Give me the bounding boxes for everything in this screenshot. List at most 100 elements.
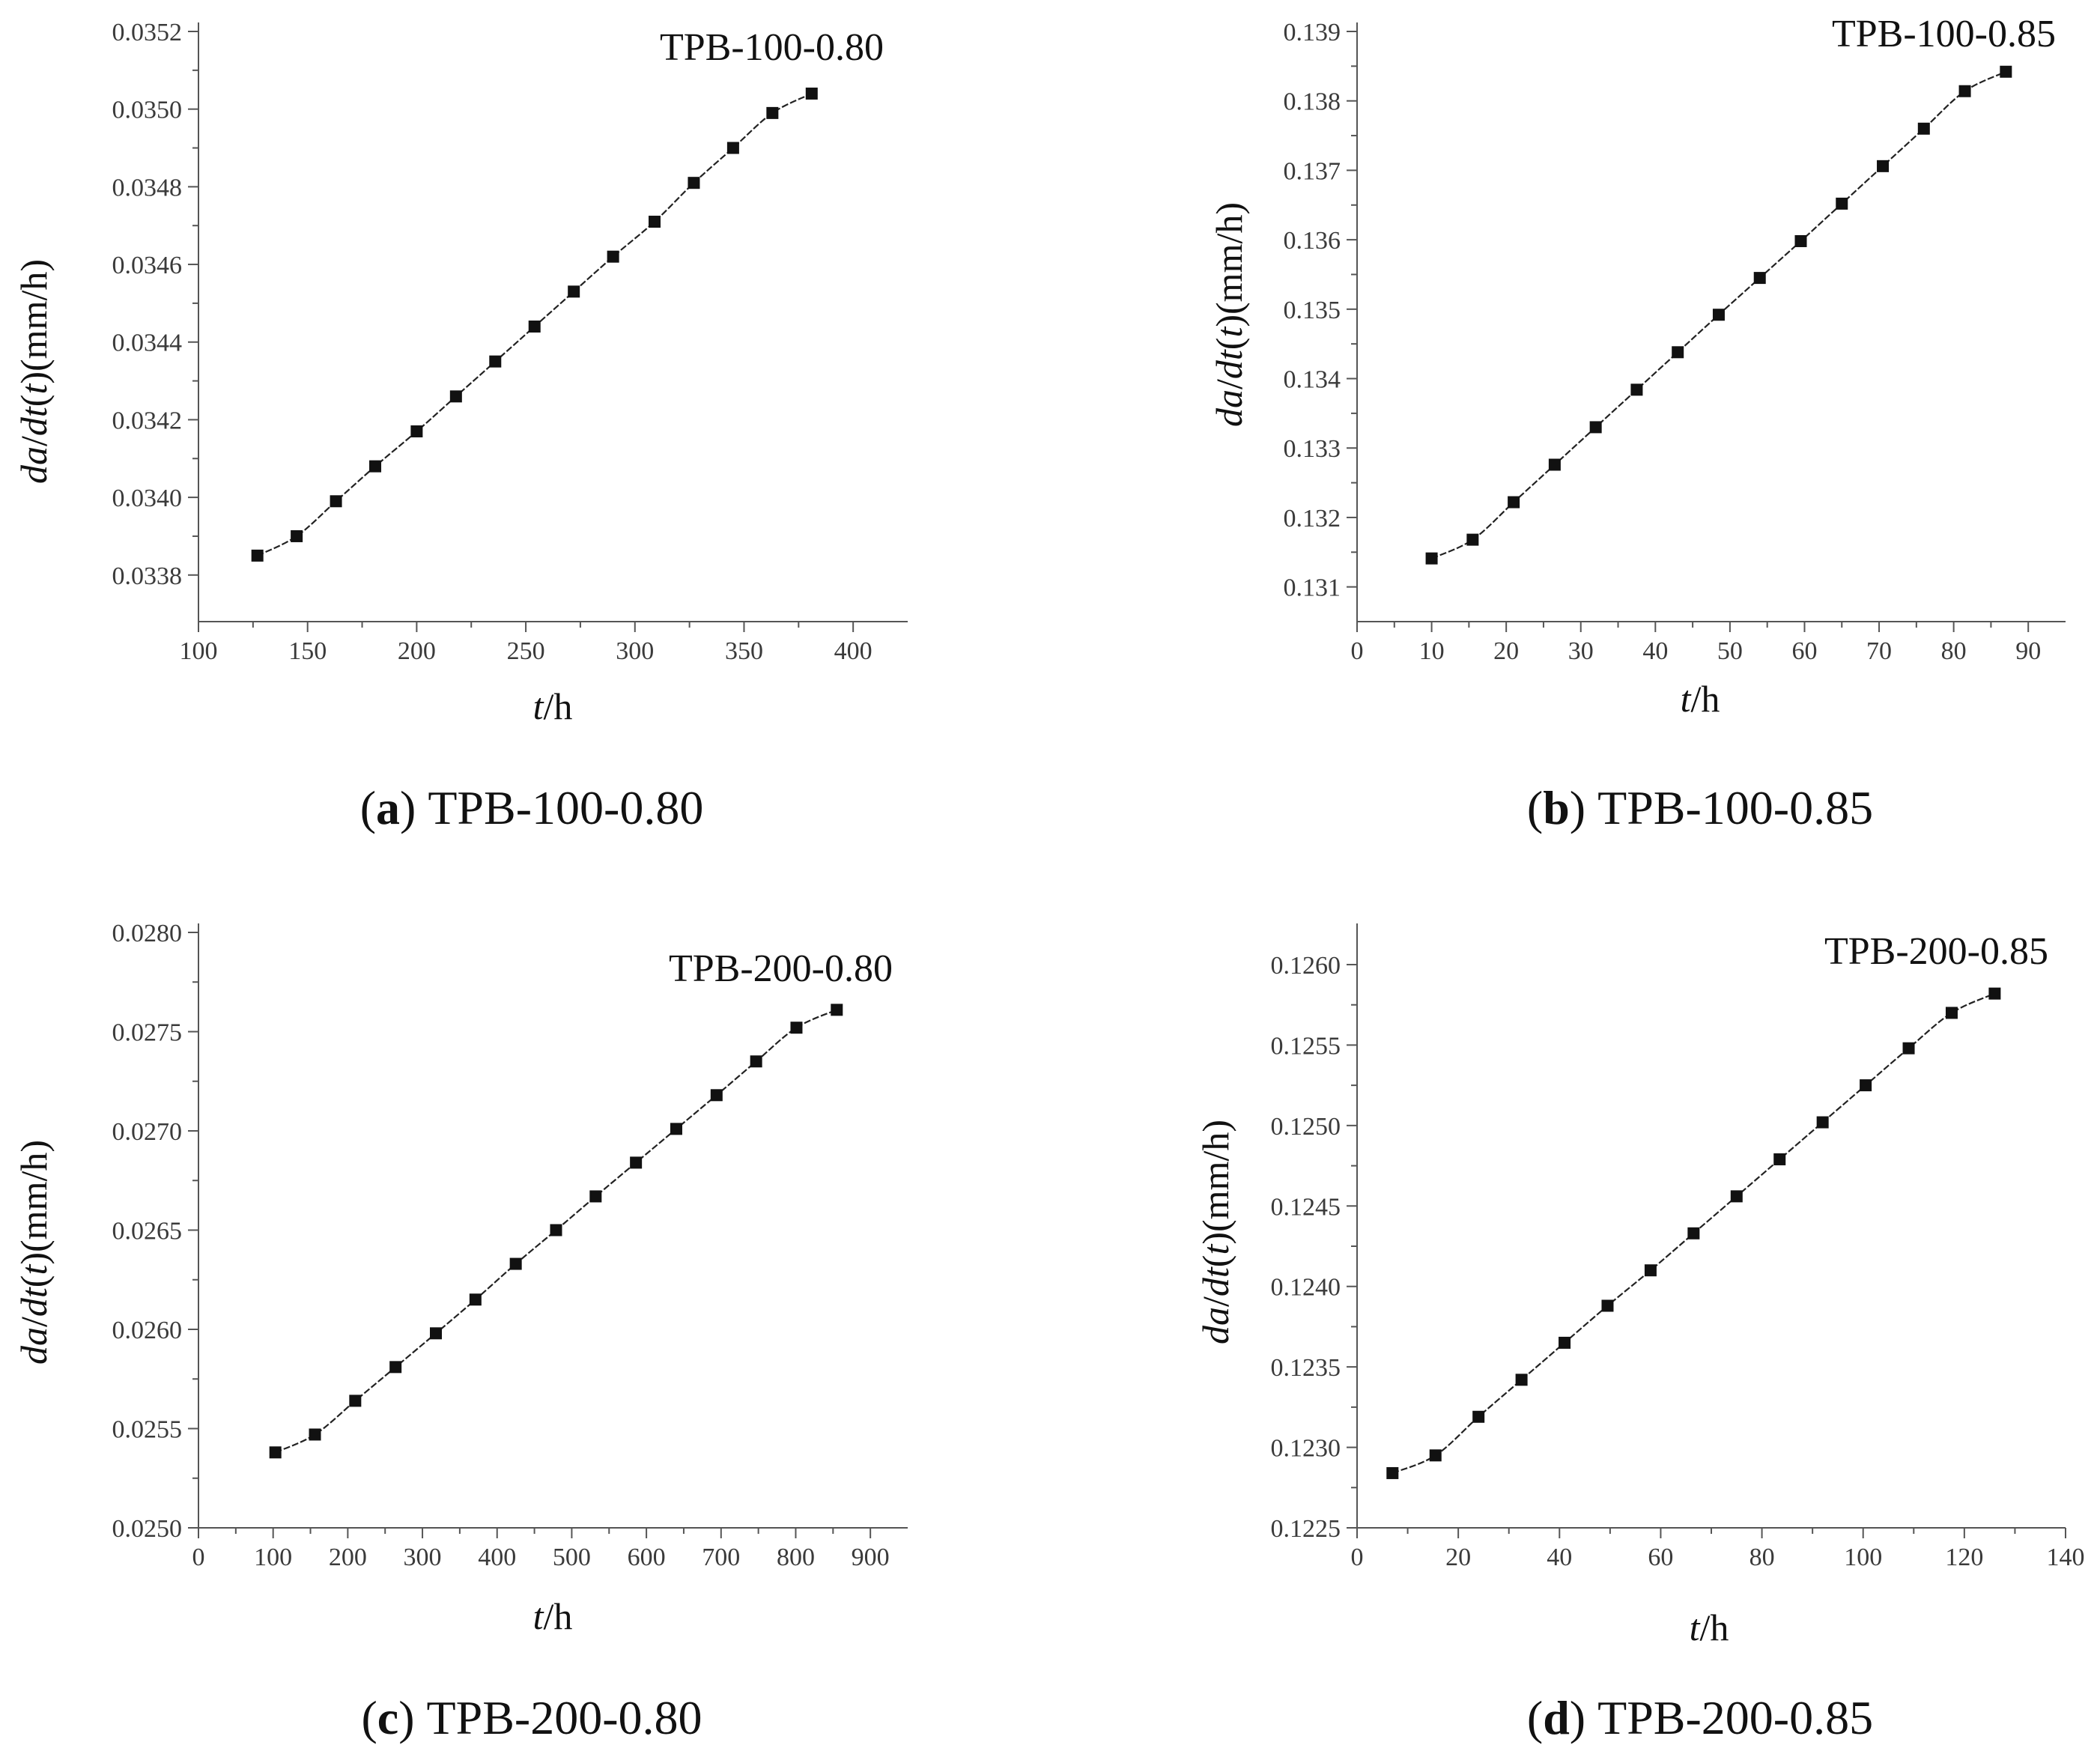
x-tick-label-c: 300 (404, 1544, 442, 1571)
x-axis-title-c-var: t (533, 1595, 544, 1637)
y-tick-label-b: 0.137 (1284, 157, 1341, 185)
x-tick-label-d: 80 (1750, 1544, 1775, 1571)
y-tick-label-b: 0.133 (1284, 435, 1341, 463)
data-point-b (1753, 272, 1766, 285)
chart-title-a: TPB-100-0.80 (660, 26, 884, 69)
y-axis-title-d-p1: da (1195, 1307, 1236, 1344)
panel-c: 0 100 200 300 400 500 600 700 800 900 0.0250 0.0255… (13, 920, 908, 1744)
x-axis-title-d-var: t (1690, 1606, 1701, 1648)
data-point-d (1902, 1042, 1915, 1054)
data-point-d (1687, 1227, 1700, 1239)
x-tick-label-c: 800 (777, 1544, 815, 1571)
x-tick-label-c: 700 (702, 1544, 740, 1571)
data-point-b (1672, 346, 1684, 359)
x-tick-label-a: 150 (288, 637, 327, 665)
y-axis-title-c-p4: ( (13, 1275, 55, 1288)
caption-c-open: ( (361, 1691, 377, 1744)
data-point-d (1816, 1116, 1829, 1129)
data-point-c (831, 1004, 843, 1016)
x-axis-title-a: t/h (533, 685, 573, 727)
x-axis-title-a-var: t (533, 685, 544, 727)
y-axis-title-c: da/dt(t)(mm/h) (13, 1140, 55, 1365)
y-tick-label-a: 0.0348 (112, 174, 183, 201)
data-point-b (1630, 383, 1643, 396)
data-point-a (726, 142, 739, 154)
plot-area-c: 0 100 200 300 400 500 600 700 800 900 0.0250 0.0255… (112, 920, 908, 1571)
data-point-c (589, 1190, 602, 1203)
y-tick-label-c: 0.0250 (112, 1515, 183, 1543)
data-point-b (1958, 85, 1971, 97)
data-point-a (766, 106, 779, 119)
y-tick-label-c: 0.0280 (112, 920, 183, 947)
x-tick-label-b: 0 (1351, 637, 1364, 665)
y-axis-title-b-p1: da (1208, 389, 1250, 427)
data-point-a (648, 216, 661, 228)
caption-d-text: TPB-200-0.85 (1597, 1691, 1873, 1744)
y-tick-label-c: 0.0265 (112, 1218, 183, 1245)
data-point-b (2000, 65, 2012, 78)
caption-a-text: TPB-100-0.80 (428, 781, 703, 834)
data-point-d (1515, 1374, 1528, 1386)
y-axis-title-a: da/dt(t)(mm/h) (13, 259, 55, 484)
caption-d-open: ( (1527, 1691, 1543, 1744)
data-point-c (429, 1327, 442, 1340)
y-tick-label-a: 0.0346 (112, 252, 183, 279)
y-tick-label-b: 0.134 (1284, 366, 1341, 394)
x-tick-label-b: 90 (2015, 637, 2041, 665)
data-point-c (790, 1022, 803, 1034)
x-tick-label-c: 600 (628, 1544, 666, 1571)
y-axis-title-a-p6: )(mm/h) (13, 259, 55, 384)
caption-c-text: TPB-200-0.80 (427, 1691, 702, 1744)
panel-a: 100 150 200 250 300 350 400 0.0338 0.0340 0.0342 0… (13, 19, 908, 834)
y-axis-title-c-p6: )(mm/h) (13, 1140, 55, 1265)
x-axis-title-c: t/h (533, 1595, 573, 1637)
y-tick-label-d: 0.1235 (1271, 1354, 1341, 1382)
y-axis-title-a-p3: dt (13, 406, 55, 436)
caption-d: (d) TPB-200-0.85 (1527, 1691, 1873, 1744)
data-point-c (309, 1428, 321, 1441)
x-tick-label-a: 100 (180, 637, 218, 665)
x-tick-label-d: 40 (1547, 1544, 1572, 1571)
caption-a-close: ) (400, 781, 416, 834)
y-tick-label-d: 0.1230 (1271, 1435, 1341, 1463)
x-tick-label-b: 70 (1866, 637, 1892, 665)
data-point-d (1860, 1079, 1872, 1092)
y-axis-title-d-p6: )(mm/h) (1195, 1120, 1236, 1245)
plot-area-d: 0 20 40 60 80 100 120 140 0.1225 0.1230 0.1235 0.12… (1271, 923, 2085, 1571)
y-axis-title-b-p3: dt (1208, 349, 1250, 379)
y-tick-label-d: 0.1240 (1271, 1274, 1341, 1302)
x-axis-title-a-unit: /h (544, 685, 573, 727)
y-axis-title-c-p1: da (13, 1327, 55, 1365)
x-tick-label-a: 350 (725, 637, 763, 665)
data-point-a (410, 425, 423, 437)
x-tick-label-a: 250 (507, 637, 545, 665)
y-axis-title-d: da/dt(t)(mm/h) (1195, 1120, 1236, 1344)
data-point-d (1601, 1299, 1614, 1312)
data-point-a (688, 177, 700, 189)
y-tick-label-c: 0.0260 (112, 1317, 183, 1344)
y-axis-title-b-p4: ( (1208, 338, 1250, 351)
x-tick-label-b: 10 (1419, 637, 1445, 665)
y-axis-title-b: da/dt(t)(mm/h) (1208, 202, 1250, 427)
x-tick-label-d: 20 (1445, 1544, 1471, 1571)
data-point-c (550, 1224, 562, 1236)
y-tick-label-b: 0.136 (1284, 227, 1341, 255)
y-axis-title-c-p3: dt (13, 1287, 55, 1317)
plot-area-b: 0 10 20 30 40 50 60 70 80 90 0.131 0.132 0.133 0.134 0… (1284, 19, 2066, 665)
data-point-d (1429, 1449, 1442, 1462)
data-point-b (1425, 552, 1438, 565)
data-point-b (1466, 533, 1479, 546)
x-tick-label-d: 100 (1844, 1544, 1882, 1571)
data-point-b (1589, 421, 1602, 434)
x-tick-label-d: 120 (1945, 1544, 1983, 1571)
data-point-d (1559, 1336, 1571, 1349)
x-tick-label-b: 50 (1717, 637, 1743, 665)
x-tick-label-b: 80 (1941, 637, 1967, 665)
y-tick-label-c: 0.0255 (112, 1416, 183, 1444)
caption-a-open: ( (360, 781, 376, 834)
data-point-b (1794, 234, 1807, 247)
data-point-b (1836, 197, 1848, 210)
x-tick-label-d: 60 (1648, 1544, 1673, 1571)
data-point-d (1773, 1153, 1786, 1165)
y-axis-title-c-p2: / (13, 1317, 55, 1327)
